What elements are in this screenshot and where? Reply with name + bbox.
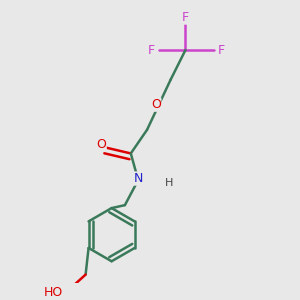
Text: O: O (96, 138, 106, 151)
Text: F: F (217, 44, 224, 56)
Text: O: O (151, 98, 161, 111)
Text: F: F (182, 11, 189, 24)
Text: H: H (165, 178, 173, 188)
Text: HO: HO (44, 286, 64, 299)
Text: F: F (148, 44, 155, 56)
Text: N: N (134, 172, 143, 185)
